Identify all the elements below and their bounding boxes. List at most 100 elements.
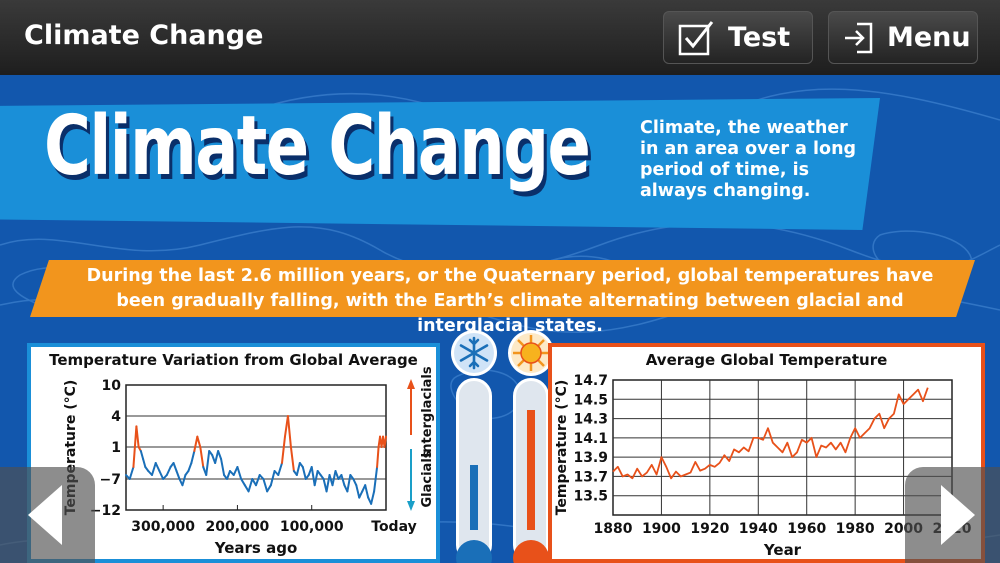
series-segment [199,446,205,468]
series-segment [262,478,269,493]
series-segment [340,474,346,487]
temperature-variation-chart-panel: Temperature Variation from Global Averag… [27,343,440,563]
x-tick-label: 1880 [594,521,633,537]
average-global-temperature-chart: 14.7 14.5 14.3 14.1 13.9 13.7 13.5 1880 1900 1920… [554,373,972,559]
y-tick-label: −12 [90,503,121,519]
temperature-series-line [612,387,929,480]
snowflake-icon [451,330,497,376]
chart-title: Temperature Variation from Global Averag… [49,351,418,369]
x-axis-label: Years ago [214,539,298,557]
x-tick-label: 1900 [642,521,681,537]
series-segment [165,466,172,476]
series-segment [240,478,246,487]
thermometer-bulb [456,540,492,563]
series-segment [286,415,292,448]
top-bar: Climate Change Test Menu [0,0,1000,75]
series-segment [205,450,211,476]
series-segment [334,470,340,480]
menu-button-label: Menu [887,22,971,53]
x-tick-label: Today [371,519,416,535]
checkbox-icon [678,20,714,55]
hot-thermometer [513,378,549,563]
series-segment [301,466,307,480]
series-segment [269,470,276,487]
sun-icon [508,330,554,376]
series-segment [193,435,199,452]
exit-icon [845,22,873,53]
test-button[interactable]: Test [663,11,813,64]
series-segment [139,450,145,460]
y-tick-label: 14.7 [573,373,608,389]
series-segment [266,484,272,493]
x-tick-label: 1920 [690,521,729,537]
previous-page-button[interactable] [0,467,95,563]
title-banner [0,98,880,230]
series-segment [355,484,361,499]
y-axis-label: Temperature (°C) [554,380,570,516]
arrow-down-icon [407,501,415,511]
series-segment [190,450,196,464]
info-strip-text: During the last 2.6 million years, or th… [86,266,934,336]
series-segment [352,478,358,487]
series-segment [175,470,181,480]
series-segment [255,474,261,487]
x-tick-label: 1960 [787,521,826,537]
series-segment [310,466,316,487]
glacials-label: Glacials [420,450,435,507]
y-tick-label: 14.3 [573,412,608,428]
headline: Climate Change [44,99,591,194]
series-segment [135,425,140,448]
series-segment [376,446,380,468]
series-segment [325,474,331,493]
thermometer-fill [470,465,478,530]
series-segment [277,462,283,476]
thermometer-bulb [513,540,549,563]
series-segment [181,474,187,487]
menu-button[interactable]: Menu [828,11,978,64]
series-segment [364,484,370,499]
banner-description: Climate, the weather in an area over a l… [640,118,857,201]
series-segment [295,462,301,476]
y-tick-label: 14.1 [573,431,608,447]
series-segment [220,458,226,476]
interglacials-label: Interglacials [420,367,435,458]
series-segment [154,462,161,472]
thermometer-fill [527,410,535,530]
series-segment [383,435,387,448]
app-title: Climate Change [24,20,264,51]
series-segment [214,450,220,464]
temperature-variation-chart: 10 4 1 −7 −12 300,000 200,000 100,000 Today Years… [63,367,435,557]
y-tick-label: 1 [111,440,121,456]
y-tick-label: 13.7 [573,469,608,485]
x-tick-label: 1940 [739,521,778,537]
x-tick-label: 1980 [836,521,875,537]
y-tick-label: 4 [111,409,121,425]
next-page-button[interactable] [905,467,1000,563]
series-segment [346,474,352,493]
series-segment [151,462,157,476]
series-segment [236,466,243,480]
series-segment [373,466,379,493]
arrow-up-icon [407,379,415,389]
arrow-left-icon [28,485,62,545]
series-segment [172,462,178,472]
y-tick-label: 14.5 [573,392,608,408]
x-tick-label: 200,000 [206,519,270,535]
y-tick-label: −7 [100,472,121,488]
series-segment [187,462,193,472]
series-segment [158,470,165,480]
info-strip [30,260,975,317]
series-segment [247,478,254,493]
series-segment [289,446,295,472]
series-segment [226,470,231,480]
cold-thermometer [456,378,492,563]
plot-frame [612,379,953,516]
series-segment [132,425,138,468]
series-segment [128,466,135,480]
x-tick-label: 300,000 [131,519,195,535]
series-segment [370,490,376,505]
series-segment [331,470,337,487]
series-segment [196,435,202,448]
series-segment [313,470,319,487]
y-tick-label: 13.9 [573,450,608,466]
